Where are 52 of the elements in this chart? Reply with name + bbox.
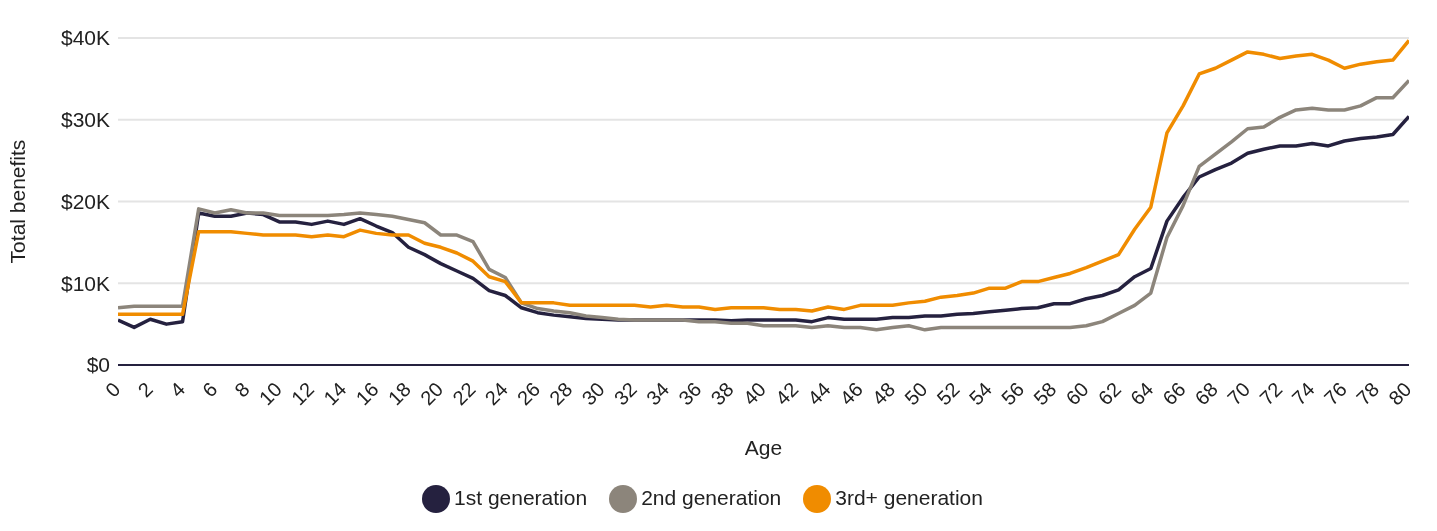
legend-label: 1st generation bbox=[454, 485, 588, 509]
x-tick-label: 44 bbox=[803, 378, 835, 410]
x-tick-label: 52 bbox=[932, 378, 964, 410]
x-tick-label: 42 bbox=[771, 378, 803, 410]
x-tick-label: 0 bbox=[101, 378, 125, 402]
x-tick-label: 20 bbox=[416, 378, 448, 410]
x-tick-label: 64 bbox=[1126, 378, 1158, 410]
x-tick-label: 30 bbox=[577, 378, 609, 410]
x-tick-label: 26 bbox=[512, 378, 545, 410]
x-axis-title: Age bbox=[744, 436, 783, 459]
x-tick-label: 66 bbox=[1158, 378, 1190, 410]
x-tick-label: 4 bbox=[165, 378, 190, 402]
y-axis-title: Total benefits bbox=[6, 139, 30, 264]
x-tick-label: 80 bbox=[1384, 378, 1416, 410]
x-tick-label: 2 bbox=[133, 378, 157, 402]
y-tick-label: $0 bbox=[86, 353, 110, 377]
x-tick-label: 70 bbox=[1222, 378, 1255, 410]
x-tick-label: 18 bbox=[383, 378, 416, 410]
x-tick-label: 50 bbox=[900, 378, 932, 410]
legend-label: 2nd generation bbox=[641, 485, 782, 509]
y-tick-label: $10K bbox=[60, 271, 110, 295]
x-tick-label: 48 bbox=[867, 378, 900, 410]
x-tick-label: 12 bbox=[286, 378, 319, 410]
x-tick-label: 54 bbox=[964, 378, 996, 410]
x-tick-label: 72 bbox=[1255, 378, 1287, 410]
y-tick-label: $30K bbox=[60, 108, 110, 132]
x-tick-label: 10 bbox=[254, 378, 286, 410]
x-tick-label: 34 bbox=[641, 378, 674, 410]
x-tick-label: 62 bbox=[1093, 378, 1126, 410]
y-tick-label: $20K bbox=[60, 189, 110, 213]
x-tick-label: 14 bbox=[319, 378, 351, 410]
x-tick-label: 38 bbox=[706, 378, 738, 410]
legend-label: 3rd+ generation bbox=[835, 485, 983, 509]
x-tick-label: 58 bbox=[1029, 378, 1061, 410]
x-tick-label: 8 bbox=[230, 378, 254, 402]
x-tick-label: 68 bbox=[1190, 378, 1222, 410]
x-tick-label: 16 bbox=[351, 378, 383, 410]
x-tick-label: 36 bbox=[674, 378, 706, 410]
x-tick-label: 60 bbox=[1061, 378, 1093, 410]
x-tick-label: 74 bbox=[1287, 378, 1319, 410]
x-tick-label: 22 bbox=[448, 378, 480, 410]
x-tick-label: 32 bbox=[609, 378, 641, 410]
x-tick-label: 24 bbox=[480, 378, 512, 410]
y-tick-label: $40K bbox=[60, 26, 110, 50]
x-tick-label: 78 bbox=[1352, 378, 1384, 410]
x-tick-label: 76 bbox=[1319, 378, 1352, 410]
x-tick-label: 28 bbox=[545, 378, 577, 410]
x-tick-label: 56 bbox=[996, 378, 1029, 410]
line-series bbox=[118, 38, 1409, 317]
x-tick-label: 40 bbox=[738, 378, 771, 410]
x-tick-label: 46 bbox=[835, 378, 867, 410]
x-tick-label: 6 bbox=[197, 378, 222, 402]
